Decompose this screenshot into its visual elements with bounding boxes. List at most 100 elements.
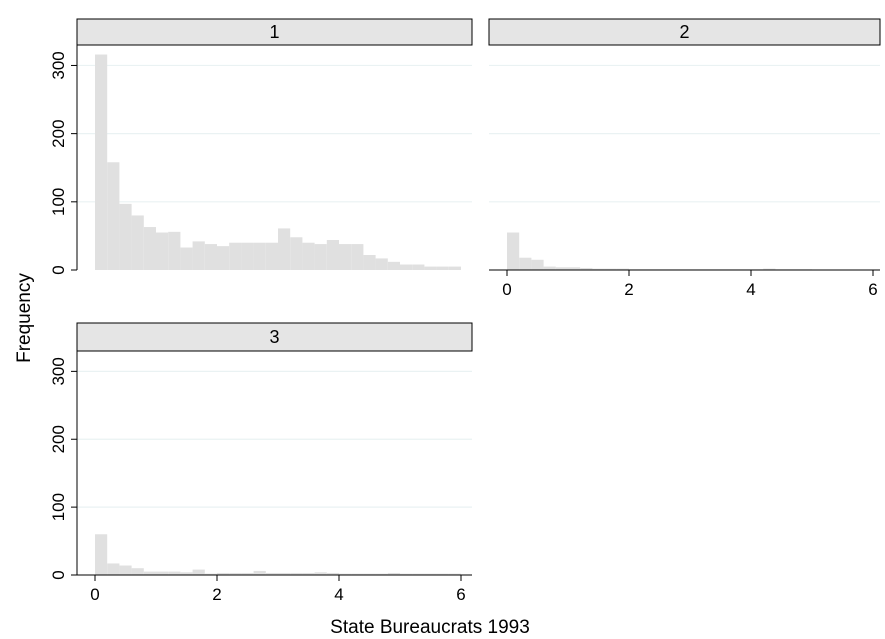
histogram-bar [192,241,205,270]
histogram-bar [217,246,230,270]
histogram-bar [143,571,156,575]
histogram-bar [616,268,629,270]
histogram-bar [543,266,556,270]
histogram-bar [278,572,291,575]
histogram-bar [107,162,120,270]
histogram-bar [204,244,217,270]
panel-strip [76,322,473,352]
histogram-bar [592,268,605,270]
histogram-bar [131,568,144,575]
histogram-bar [229,242,242,270]
histogram-bar [265,242,278,270]
histogram-bar [95,534,108,575]
histogram-bar [555,267,568,270]
histogram-bar [375,258,388,270]
x-tick-label: 6 [868,280,877,299]
histogram-bar [168,231,181,270]
x-tick-label: 0 [90,585,99,604]
panel-strip-label: 2 [679,22,689,42]
y-tick-label: 200 [49,119,68,147]
histogram-bar [531,259,544,270]
histogram-bar [168,571,181,575]
histogram-bar [314,572,327,575]
histogram-bar [241,572,254,575]
x-tick-label: 4 [746,280,755,299]
histogram-bar [253,570,266,575]
histogram-bar [580,267,593,270]
histogram-bar [290,572,303,575]
y-axis-title: Frequency [14,273,35,363]
histogram-bar [278,228,291,270]
histogram-bar [204,573,217,575]
histogram-bar [448,573,461,575]
histogram-bar [156,232,169,270]
histogram-bar [412,573,425,575]
panel-strip-label: 3 [269,327,279,347]
histogram-bar [119,565,132,575]
panels-layer: 1 0 100 200 300 2 0 2 4 6 3 0 100 200 300 0 2 4 6 [49,18,881,604]
histogram-bar [253,242,266,270]
histogram-bar [339,244,352,270]
histogram-bar [363,255,376,270]
histogram-bar [119,203,132,270]
histogram-bar [241,242,254,270]
histogram-bar [326,572,339,575]
y-tick-label: 300 [49,357,68,385]
histogram-bar [519,257,532,270]
histogram-bar [95,54,108,270]
histogram-bar [604,268,617,270]
panel-2: 2 0 2 4 6 [488,18,881,299]
x-tick-label: 6 [456,585,465,604]
histogram-bar [387,261,400,270]
histogram-bar [180,572,193,575]
x-tick-label: 0 [502,280,511,299]
panel-1: 1 0 100 200 300 [49,18,473,275]
x-tick-label: 2 [212,585,221,604]
histogram-bar [568,267,581,270]
panel-strip [488,18,881,46]
histogram-bar [217,572,230,575]
histogram-bar [192,569,205,575]
histogram-bar [302,242,315,270]
histogram-bar [763,268,776,270]
histogram-bar [290,237,303,270]
histogram-bar [351,244,364,270]
histogram-bar [436,573,449,575]
histogram-bar [143,227,156,270]
histogram-bar [314,244,327,270]
histogram-bar [229,572,242,575]
histogram-bar [351,573,364,575]
y-tick-label: 300 [49,51,68,79]
panel-strip-label: 1 [269,22,279,42]
histogram-bar [507,232,520,270]
histogram-bar [375,573,388,575]
histogram-bar [387,572,400,575]
histogram-bar [156,571,169,575]
histogram-bar [265,572,278,575]
histogram-bar [302,572,315,575]
histogram-bar [363,573,376,575]
histogram-bar [424,573,437,575]
y-tick-label: 100 [49,493,68,521]
histogram-bar [412,264,425,270]
histogram-bar [436,266,449,270]
y-tick-label: 100 [49,188,68,216]
panel-3: 3 0 100 200 300 0 2 4 6 [49,322,473,604]
x-axis-title: State Bureaucrats 1993 [330,617,530,638]
histogram-bar [448,266,461,270]
panel-strip [76,18,473,46]
histogram-bar [424,266,437,270]
histogram-bar [400,573,413,575]
histogram-bar [400,264,413,270]
histogram-bar [326,240,339,270]
y-tick-label: 200 [49,425,68,453]
histogram-bar [107,563,120,575]
y-tick-label: 0 [49,570,68,579]
histogram-bar [339,573,352,575]
y-tick-label: 0 [49,265,68,274]
x-tick-label: 4 [334,585,343,604]
histogram-bar [131,215,144,270]
x-tick-label: 2 [624,280,633,299]
histogram-bar [180,247,193,270]
